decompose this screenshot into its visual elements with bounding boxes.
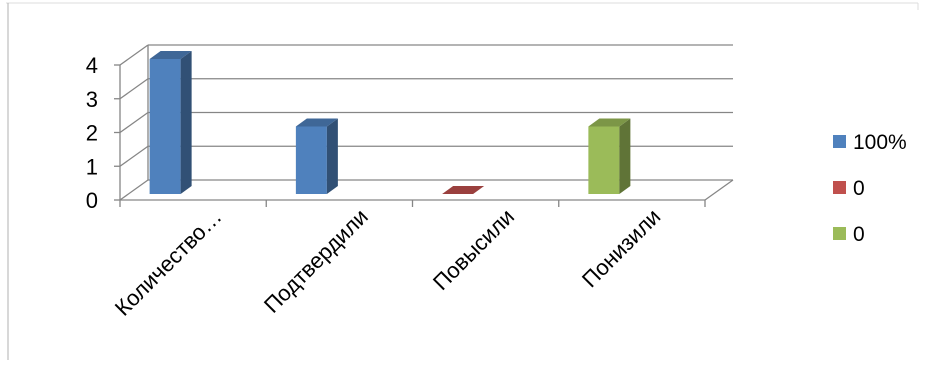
x-tick-label: Повысили bbox=[428, 204, 519, 295]
y-tick-label: 0 bbox=[86, 188, 98, 213]
bar-side bbox=[619, 118, 631, 194]
x-tick-label: Понизили bbox=[577, 204, 665, 292]
bar-top bbox=[295, 118, 338, 127]
floor-right-edge bbox=[704, 179, 734, 201]
legend-swatch bbox=[833, 135, 846, 148]
gridline-side bbox=[119, 44, 149, 66]
bar-top bbox=[588, 118, 631, 127]
y-tick-label: 3 bbox=[86, 87, 98, 112]
bar-top bbox=[149, 51, 192, 59]
bar-front bbox=[588, 126, 620, 194]
x-axis-ticks: Количество… Подтвердили Повысили Понизили bbox=[110, 200, 706, 321]
y-tick-label: 1 bbox=[86, 154, 98, 179]
bar bbox=[149, 51, 192, 194]
legend-label: 0 bbox=[853, 223, 865, 246]
y-tick-label: 2 bbox=[86, 121, 98, 146]
gridline-side bbox=[119, 111, 149, 134]
gridline-side bbox=[119, 179, 149, 201]
bar bbox=[442, 186, 485, 194]
gridline-side bbox=[119, 145, 149, 167]
bars bbox=[149, 51, 631, 194]
legend-label: 100% bbox=[853, 131, 907, 154]
bar-side bbox=[180, 51, 192, 194]
bar-front bbox=[295, 126, 327, 194]
bar bbox=[588, 118, 631, 194]
bar bbox=[295, 118, 338, 194]
y-axis-ticks: 0 1 2 3 4 bbox=[86, 53, 120, 213]
legend-label: 0 bbox=[853, 177, 865, 200]
bar-front bbox=[149, 59, 181, 194]
bar-side bbox=[326, 118, 338, 194]
x-tick-label: Количество… bbox=[110, 204, 227, 321]
x-tick-label: Подтвердили bbox=[259, 204, 373, 318]
legend-swatch bbox=[833, 181, 846, 194]
bar-top bbox=[442, 186, 485, 194]
gridline-side bbox=[119, 78, 149, 100]
plot-area bbox=[119, 44, 734, 201]
y-tick-label: 4 bbox=[86, 53, 98, 78]
legend-swatch bbox=[833, 227, 846, 240]
legend: 100% 0 0 bbox=[833, 131, 907, 246]
